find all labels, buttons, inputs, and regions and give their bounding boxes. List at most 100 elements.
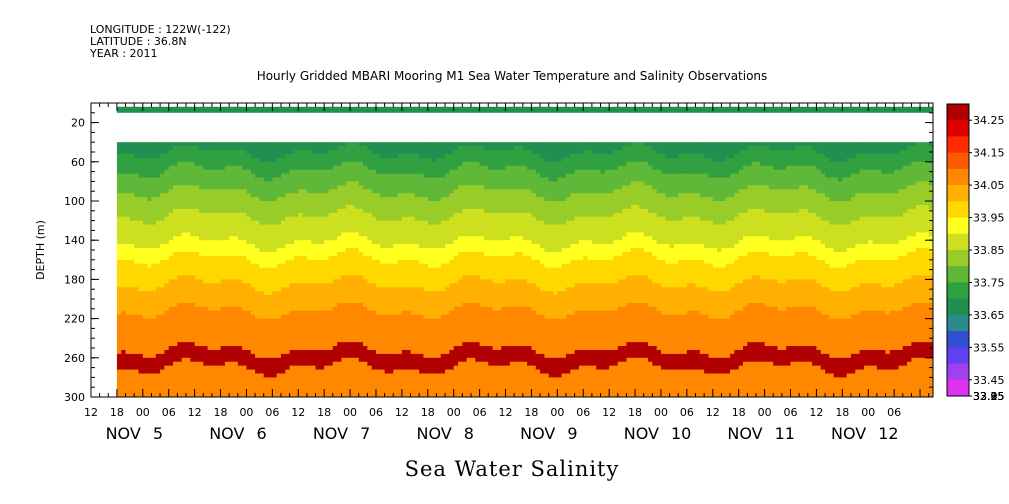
salinity-cell xyxy=(574,349,580,371)
salinity-cell xyxy=(164,142,170,155)
salinity-cell xyxy=(134,142,140,159)
salinity-cell xyxy=(829,142,835,163)
salinity-cell xyxy=(643,251,649,277)
salinity-cell xyxy=(907,208,913,237)
salinity-cell xyxy=(825,263,830,288)
salinity-cell xyxy=(902,346,908,367)
salinity-cell xyxy=(553,267,558,296)
salinity-cell xyxy=(388,142,394,159)
colorbar-swatch xyxy=(947,266,969,283)
salinity-cell xyxy=(807,346,813,363)
salinity-cell xyxy=(889,349,895,371)
salinity-cell xyxy=(540,314,545,355)
salinity-cell xyxy=(164,153,170,171)
salinity-cell xyxy=(643,146,649,163)
salinity-cell xyxy=(924,161,930,182)
salinity-cell xyxy=(315,216,321,245)
y-tick-label: 300 xyxy=(64,391,85,404)
salinity-cell xyxy=(712,373,718,397)
salinity-cell xyxy=(656,365,662,397)
salinity-cell xyxy=(121,259,127,288)
salinity-cell xyxy=(699,197,705,222)
salinity-cell xyxy=(185,208,191,233)
x-month-label: NOV xyxy=(727,424,762,443)
colorbar-label: 32.95 xyxy=(973,390,1005,403)
salinity-cell xyxy=(198,212,204,241)
salinity-cell xyxy=(639,357,645,397)
salinity-cell xyxy=(751,236,757,253)
salinity-cell xyxy=(820,369,826,397)
salinity-cell xyxy=(531,216,537,245)
salinity-cell xyxy=(570,142,576,155)
salinity-cell xyxy=(540,197,545,222)
salinity-cell xyxy=(125,287,131,316)
salinity-cell xyxy=(665,353,671,371)
salinity-cell xyxy=(803,361,809,397)
salinity-cell xyxy=(341,146,347,163)
salinity-cell xyxy=(894,193,900,218)
salinity-cell xyxy=(721,248,727,269)
colorbar-label: 33.15 xyxy=(973,390,1005,403)
salinity-cell xyxy=(255,248,260,265)
salinity-cell xyxy=(578,349,584,367)
salinity-cell xyxy=(445,197,450,222)
salinity-cell xyxy=(492,255,498,284)
salinity-cell xyxy=(812,189,818,214)
salinity-cell xyxy=(449,193,455,218)
salinity-cell xyxy=(151,224,157,249)
x-hour-label: 12 xyxy=(499,406,513,419)
salinity-cell xyxy=(583,349,589,367)
salinity-cell xyxy=(280,173,286,198)
salinity-cell xyxy=(648,346,653,363)
salinity-cell xyxy=(747,185,753,210)
salinity-cell xyxy=(298,283,304,312)
salinity-cell xyxy=(587,169,593,194)
salinity-cell xyxy=(561,318,567,359)
salinity-cell xyxy=(220,346,226,367)
salinity-cell xyxy=(419,353,425,375)
salinity-cell xyxy=(388,263,394,288)
salinity-cell xyxy=(259,318,265,359)
salinity-cell xyxy=(440,314,446,355)
salinity-cell xyxy=(924,275,930,304)
salinity-cell xyxy=(591,244,597,261)
salinity-cell xyxy=(207,365,213,397)
salinity-cell xyxy=(838,142,843,163)
salinity-cell xyxy=(820,220,826,245)
y-tick-label: 180 xyxy=(64,273,85,286)
salinity-cell xyxy=(177,185,183,210)
salinity-cell xyxy=(781,240,787,257)
salinity-cell xyxy=(177,208,183,237)
salinity-cell xyxy=(652,255,658,284)
salinity-cell xyxy=(453,306,459,347)
salinity-cell xyxy=(194,185,200,210)
salinity-cell xyxy=(583,365,589,397)
salinity-cell xyxy=(548,318,554,359)
salinity-cell xyxy=(868,169,874,194)
salinity-cell xyxy=(207,189,213,214)
salinity-cell xyxy=(168,150,174,167)
salinity-cell xyxy=(229,306,235,347)
x-month-label: NOV xyxy=(106,424,141,443)
salinity-cell xyxy=(561,157,567,179)
salinity-cell xyxy=(280,373,286,397)
salinity-cell xyxy=(350,232,355,249)
salinity-cell xyxy=(164,310,170,351)
salinity-cell xyxy=(384,220,390,249)
salinity-cell xyxy=(708,263,714,292)
salinity-cell xyxy=(190,275,196,304)
salinity-cell xyxy=(907,361,913,397)
salinity-cell xyxy=(838,377,843,397)
salinity-cell xyxy=(807,236,813,257)
salinity-cell xyxy=(738,212,744,241)
x-month-label: NOV xyxy=(624,424,659,443)
salinity-cell xyxy=(345,181,351,206)
salinity-cell xyxy=(384,373,390,397)
salinity-cell xyxy=(138,353,144,375)
salinity-cell xyxy=(458,212,463,237)
salinity-cell xyxy=(164,216,170,245)
salinity-cell xyxy=(410,244,416,261)
salinity-cell xyxy=(604,153,610,171)
salinity-cell xyxy=(164,244,170,261)
salinity-cell xyxy=(855,287,861,316)
